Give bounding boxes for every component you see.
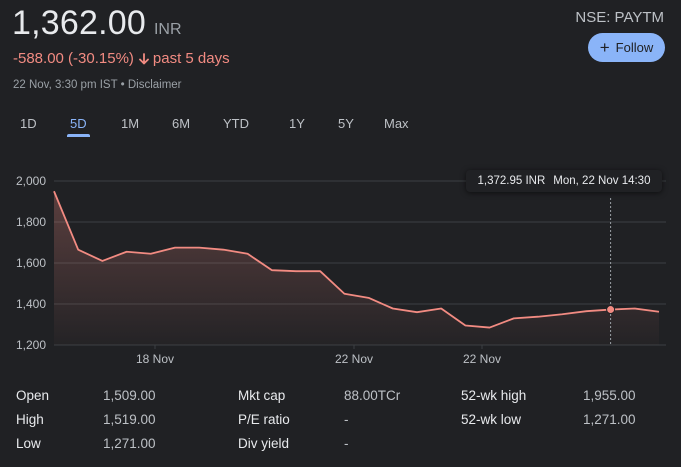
range-tab-label: 6M [172,116,191,131]
stat-label: Open [16,388,50,403]
range-tab-label: YTD [223,116,249,131]
range-tab-label: 5D [70,116,87,131]
stat-value: 1,519.00 [103,412,156,427]
stat-value: 1,271.00 [583,412,636,427]
range-tab-1d[interactable]: 1D [20,116,37,137]
range-tab-ytd[interactable]: YTD [223,116,249,137]
price-change: -588.00 (-30.15%) past 5 days [13,50,230,67]
range-tab-label: 5Y [338,116,354,131]
range-tab-label: Max [384,116,409,131]
price-line [53,190,660,329]
change-value: -588.00 (-30.15%) [13,50,134,67]
stat-label: Low [16,436,41,451]
stat-value: 1,509.00 [103,388,156,403]
range-tab-1m[interactable]: 1M [121,116,139,137]
range-tab-6m[interactable]: 6M [172,116,190,137]
stat-value: 1,955.00 [583,388,636,403]
area-fill [54,191,659,345]
range-tab-max[interactable]: Max [384,116,409,137]
highlight-point [606,305,616,315]
chart-tooltip: 1,372.95 INR Mon, 22 Nov 14:30 [466,170,662,192]
range-tab-5y[interactable]: 5Y [338,116,354,137]
y-tick-label: 1,200 [16,338,46,352]
price-chart[interactable]: 2,000 1,800 1,600 1,400 1,200 18 Nov 22 Nov 22 … [0,160,681,372]
stat-label: High [16,412,44,427]
y-tick-label: 1,400 [16,297,46,311]
range-tab-5d[interactable]: 5D [67,116,90,137]
exchange-ticker: NSE: PAYTM [575,9,664,26]
meta-separator: • [120,79,125,91]
currency-label: INR [153,21,182,38]
active-tab-indicator [67,134,90,137]
quote-timestamp: 22 Nov, 3:30 pm IST [13,79,118,91]
range-tab-label: 1Y [289,116,305,131]
stat-value: 1,271.00 [103,436,156,451]
stat-label: P/E ratio [238,412,290,427]
stat-value: - [344,436,349,451]
current-price: 1,362.00 [12,4,146,42]
arrow-down-icon [139,52,149,65]
x-tick-label: 22 Nov [463,352,501,366]
y-tick-label: 1,800 [16,215,46,229]
range-tab-label: 1D [20,116,37,131]
stat-label: 52-wk high [461,388,527,403]
tooltip-time: Mon, 22 Nov 14:30 [553,175,651,187]
x-tick-label: 22 Nov [335,352,373,366]
range-tab-1y[interactable]: 1Y [289,116,305,137]
range-tab-label: 1M [121,116,140,131]
tooltip-value: 1,372.95 INR [477,175,546,187]
stat-value: 88.00TCr [344,388,401,403]
change-period: past 5 days [152,50,230,67]
y-tick-label: 2,000 [16,174,46,188]
quote-meta: 22 Nov, 3:30 pm IST • Disclaimer [13,79,182,91]
follow-button[interactable]: + Follow [588,33,665,62]
disclaimer-link[interactable]: Disclaimer [127,79,182,91]
stat-label: Div yield [238,436,290,451]
stat-label: Mkt cap [238,388,286,403]
price-row: 1,362.00 INR [12,4,182,43]
stat-value: - [344,412,349,427]
follow-label: Follow [615,40,654,55]
y-tick-label: 1,600 [16,256,46,270]
plus-icon: + [599,37,610,57]
stat-label: 52-wk low [461,412,522,427]
x-tick-label: 18 Nov [136,352,174,366]
